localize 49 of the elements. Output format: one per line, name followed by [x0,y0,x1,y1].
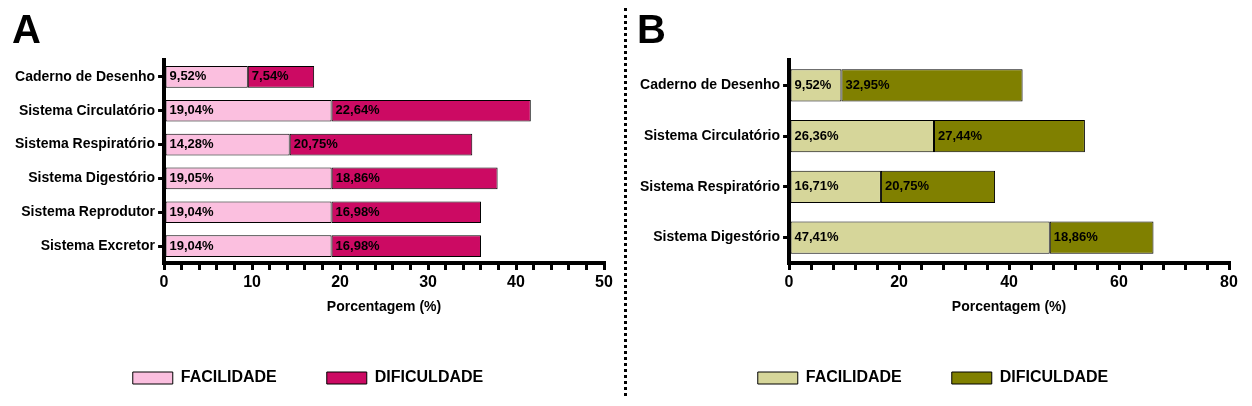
legend-label: DIFICULDADE [374,368,484,386]
data-label: 19,04% [169,203,215,219]
y-tick-label: Sistema Respiratório [14,135,156,152]
data-label: 7,54% [251,68,290,84]
x-tick-label: 60 [1110,273,1129,291]
y-tick-label: Sistema Respiratório [639,177,781,194]
data-label: 19,04% [169,237,215,253]
data-label: 19,04% [169,102,215,118]
data-label: 27,44% [938,127,983,143]
legend-label: FACILIDADE [180,368,278,386]
data-label: 16,98% [335,203,381,219]
y-tick-label: Caderno de Desenho [640,76,781,93]
data-label: 14,28% [169,136,215,152]
legend-label: DIFICULDADE [999,368,1109,386]
x-tick-label: 40 [1000,273,1019,291]
data-label: 20,75% [884,178,930,194]
y-tick-label: Sistema Reprodutor [21,203,156,220]
x-tick-label: 30 [419,273,438,291]
y-tick-label: Sistema Digestório [28,169,156,186]
data-label: 16,71% [794,178,840,194]
x-tick-label: 0 [784,273,794,291]
chart-title: A [12,7,41,52]
x-tick-label: 0 [159,273,169,291]
x-tick-label: 20 [331,273,350,291]
chart-title: B [637,7,666,52]
data-label: 9,52% [169,68,207,84]
data-label: 20,75% [293,136,339,152]
data-label: 47,41% [794,229,840,245]
x-axis-title: Porcentagem (%) [951,298,1067,315]
data-label: 19,05% [169,169,215,185]
x-axis-title: Porcentagem (%) [326,298,442,315]
y-tick-label: Caderno de Desenho [15,67,156,84]
data-label: 16,98% [335,237,381,253]
data-label: 22,64% [335,102,381,118]
x-tick-label: 80 [1220,273,1238,291]
y-tick-label: Sistema Excretor [40,236,156,253]
x-tick-label: 40 [507,273,526,291]
data-label: 18,86% [335,169,381,185]
y-tick-label: Sistema Circulatório [18,101,156,118]
x-tick-label: 50 [595,273,613,291]
data-label: 9,52% [794,76,832,92]
x-tick-label: 10 [243,273,262,291]
x-tick-label: 20 [890,273,909,291]
data-label: 18,86% [1053,229,1099,245]
data-label: 32,95% [845,76,890,92]
y-tick-label: Sistema Circulatório [643,126,781,143]
y-tick-label: Sistema Digestório [653,228,781,245]
legend-label: FACILIDADE [805,368,903,386]
data-label: 26,36% [794,127,840,143]
